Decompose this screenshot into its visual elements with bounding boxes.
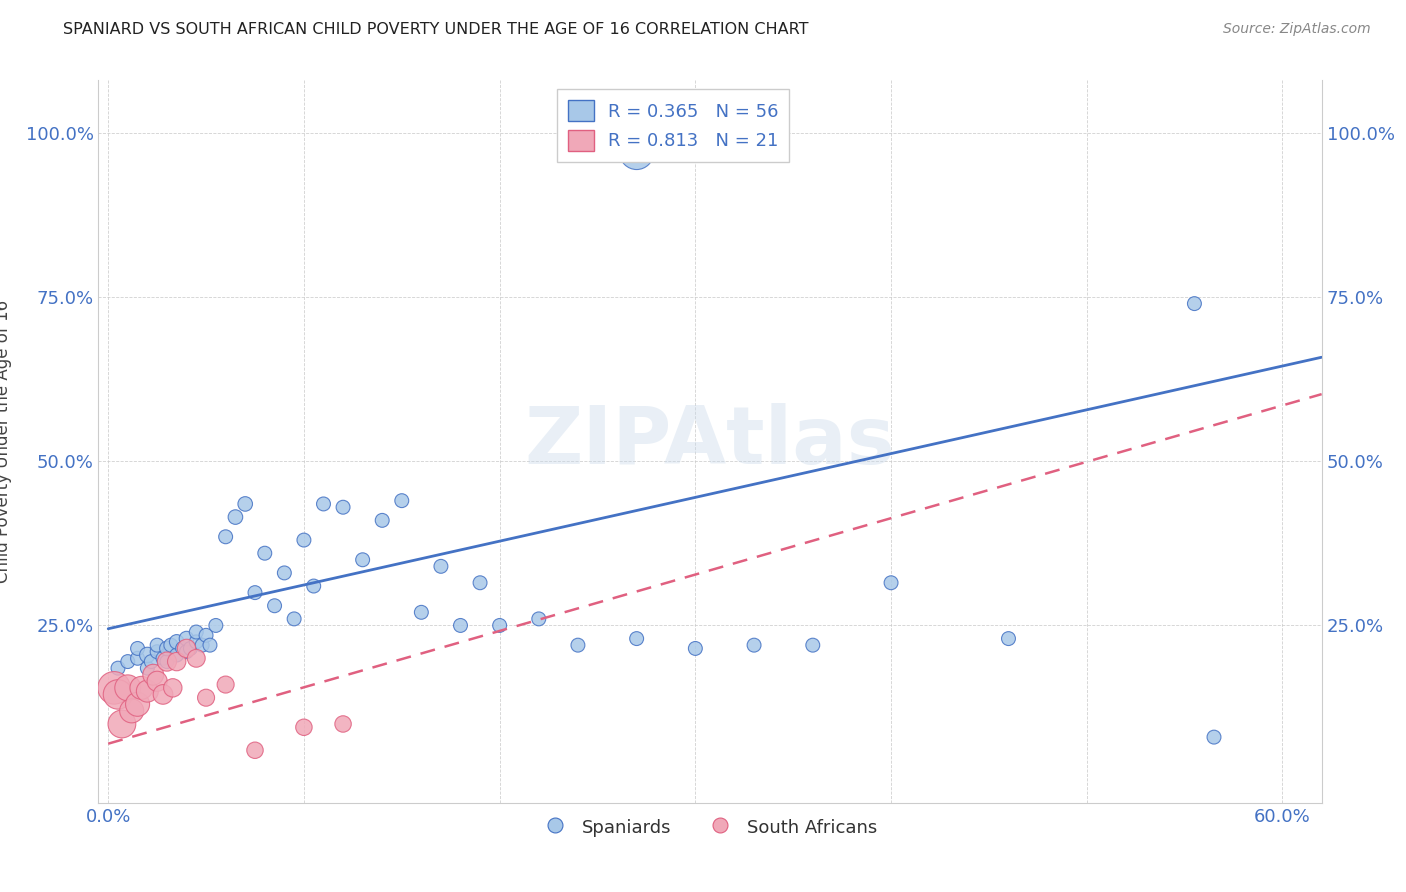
Point <box>117 655 139 669</box>
Point <box>352 553 374 567</box>
Point <box>371 513 394 527</box>
Point <box>488 618 510 632</box>
Point <box>430 559 453 574</box>
Point <box>626 632 648 646</box>
Point <box>198 638 221 652</box>
Point <box>1202 730 1225 744</box>
Point <box>166 635 188 649</box>
Point <box>156 655 179 669</box>
Point <box>411 605 433 619</box>
Point <box>166 648 188 662</box>
Point <box>997 632 1019 646</box>
Point <box>146 638 169 652</box>
Point <box>195 628 218 642</box>
Point <box>186 625 208 640</box>
Point <box>302 579 325 593</box>
Text: ZIPAtlas: ZIPAtlas <box>524 402 896 481</box>
Point <box>243 743 266 757</box>
Point <box>172 641 194 656</box>
Point <box>527 612 550 626</box>
Point <box>243 585 266 599</box>
Point <box>107 661 129 675</box>
Point <box>626 145 648 160</box>
Text: SPANIARD VS SOUTH AFRICAN CHILD POVERTY UNDER THE AGE OF 16 CORRELATION CHART: SPANIARD VS SOUTH AFRICAN CHILD POVERTY … <box>63 22 808 37</box>
Point <box>152 687 174 701</box>
Point <box>233 497 256 511</box>
Point <box>107 687 129 701</box>
Point <box>127 641 149 656</box>
Point <box>136 684 159 698</box>
Point <box>146 645 169 659</box>
Point <box>214 677 236 691</box>
Point <box>121 704 143 718</box>
Point <box>742 638 765 652</box>
Point <box>283 612 305 626</box>
Legend: Spaniards, South Africans: Spaniards, South Africans <box>536 809 884 845</box>
Point <box>205 618 228 632</box>
Point <box>224 510 246 524</box>
Point <box>292 533 315 547</box>
Point <box>160 638 183 652</box>
Point <box>156 641 179 656</box>
Point <box>136 661 159 675</box>
Point <box>253 546 276 560</box>
Point <box>127 651 149 665</box>
Point <box>146 674 169 689</box>
Point <box>195 690 218 705</box>
Point <box>166 655 188 669</box>
Point <box>801 638 824 652</box>
Point <box>103 681 125 695</box>
Point <box>179 641 201 656</box>
Point <box>176 641 198 656</box>
Point <box>162 681 184 695</box>
Point <box>152 651 174 665</box>
Point <box>391 493 413 508</box>
Point <box>136 648 159 662</box>
Point <box>176 632 198 646</box>
Point <box>131 681 153 695</box>
Point <box>312 497 335 511</box>
Point <box>450 618 472 632</box>
Point <box>685 641 707 656</box>
Text: Source: ZipAtlas.com: Source: ZipAtlas.com <box>1223 22 1371 37</box>
Point <box>332 500 354 515</box>
Point <box>142 667 165 681</box>
Point <box>176 645 198 659</box>
Point <box>880 575 903 590</box>
Point <box>468 575 491 590</box>
Point <box>111 717 134 731</box>
Point <box>332 717 354 731</box>
Point <box>186 635 208 649</box>
Point <box>292 720 315 734</box>
Point <box>117 681 139 695</box>
Point <box>156 655 179 669</box>
Y-axis label: Child Poverty Under the Age of 16: Child Poverty Under the Age of 16 <box>0 300 11 583</box>
Point <box>141 655 163 669</box>
Point <box>186 651 208 665</box>
Point <box>567 638 589 652</box>
Point <box>191 638 214 652</box>
Point <box>263 599 285 613</box>
Point <box>214 530 236 544</box>
Point <box>273 566 295 580</box>
Point <box>127 698 149 712</box>
Point <box>1184 296 1206 310</box>
